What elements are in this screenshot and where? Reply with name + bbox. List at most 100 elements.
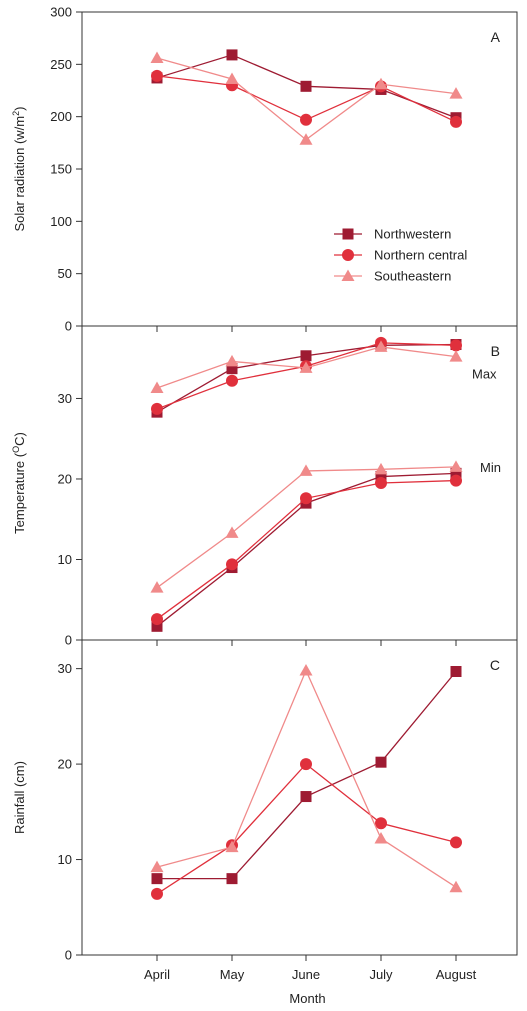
- series-line: [156, 57, 457, 141]
- series-northern-central: [151, 758, 462, 900]
- legend-marker: [341, 269, 355, 281]
- y-tick-label: 250: [50, 57, 72, 72]
- series-northern-central: [151, 69, 462, 128]
- data-point: [449, 350, 463, 362]
- y-axis-title: Solar radiation (w/m2): [11, 107, 27, 232]
- panel-label: A: [491, 29, 501, 45]
- data-point: [226, 374, 238, 387]
- y-tick-label: 150: [50, 162, 72, 177]
- data-point: [299, 464, 313, 476]
- y-tick-label: 30: [58, 391, 72, 406]
- x-tick-label: May: [220, 967, 245, 982]
- series-line: [156, 466, 457, 589]
- data-point: [450, 666, 462, 677]
- data-point: [151, 69, 163, 82]
- data-point: [450, 115, 462, 128]
- legend-label: Northwestern: [374, 227, 451, 242]
- x-axis-title: Month: [289, 991, 325, 1006]
- series-southeastern: [150, 664, 463, 893]
- panel-a: 0 50 100 150 200 250 300 Solar radiation (w/m2)…: [11, 5, 518, 334]
- data-point: [151, 402, 163, 415]
- legend-label: Southeastern: [374, 269, 451, 284]
- series-line: [157, 671, 457, 880]
- series-line: [156, 668, 457, 888]
- y-axis-title: Rainfall (cm): [12, 761, 27, 834]
- data-point: [374, 832, 388, 844]
- annotation-min: Min: [480, 460, 501, 475]
- series-southeastern-min: [150, 460, 463, 593]
- y-tick-label: 0: [65, 633, 72, 648]
- plot-frame: [81, 639, 518, 956]
- y-tick-label: 10: [58, 552, 72, 567]
- data-point: [450, 474, 462, 487]
- data-point: [374, 77, 388, 90]
- legend-label: Northern central: [374, 248, 467, 263]
- panel-b: 0 10 20 30 Temperature (OC) B Max Min: [11, 325, 518, 648]
- data-point: [151, 620, 163, 632]
- data-point: [151, 887, 163, 900]
- data-point: [226, 558, 238, 571]
- y-tick-label: 0: [65, 319, 72, 334]
- x-tick-label: June: [292, 967, 320, 982]
- data-point: [375, 477, 387, 489]
- data-point: [449, 87, 463, 99]
- data-point: [150, 51, 164, 64]
- series-northwestern: [151, 666, 462, 885]
- data-point: [150, 381, 164, 393]
- annotation-max: Max: [472, 367, 497, 382]
- data-point: [300, 791, 312, 803]
- data-point: [450, 339, 462, 352]
- y-tick-label: 0: [65, 948, 72, 963]
- data-point: [300, 758, 312, 771]
- data-point: [450, 836, 462, 849]
- data-point: [299, 133, 313, 145]
- data-point: [375, 756, 387, 768]
- data-point: [300, 492, 312, 505]
- data-point: [300, 350, 312, 362]
- panel-label: B: [491, 343, 500, 359]
- series-northern-central-min: [151, 474, 462, 626]
- legend-marker: [342, 249, 354, 261]
- y-tick-label: 10: [58, 852, 72, 867]
- data-point: [374, 340, 388, 352]
- data-point: [226, 873, 238, 885]
- data-point: [225, 354, 239, 367]
- x-tick-label: April: [144, 967, 170, 982]
- y-tick-label: 50: [58, 266, 72, 281]
- data-point: [225, 526, 239, 538]
- y-tick-label: 200: [50, 109, 72, 124]
- data-point: [226, 49, 238, 61]
- y-tick-label: 20: [58, 757, 72, 772]
- data-point: [299, 361, 313, 373]
- data-point: [375, 471, 387, 483]
- series-line: [156, 763, 457, 895]
- data-point: [375, 817, 387, 830]
- data-point: [151, 873, 163, 885]
- legend: Northwestern Northern central Southeastern: [334, 227, 467, 284]
- panel-c: 0 10 20 30 Rainfall (cm) C April May June July Aug…: [12, 639, 518, 1006]
- data-point: [150, 860, 164, 873]
- data-point: [151, 613, 163, 626]
- data-point: [449, 880, 463, 893]
- x-tick-label: August: [436, 967, 477, 982]
- series-southeastern-max: [150, 340, 463, 393]
- data-point: [150, 581, 164, 593]
- series-southeastern: [150, 51, 463, 145]
- y-tick-label: 300: [50, 5, 72, 20]
- y-tick-label: 30: [58, 661, 72, 676]
- y-tick-label: 20: [58, 471, 72, 486]
- y-axis-title: Temperature (OC): [11, 432, 27, 534]
- legend-marker: [342, 228, 354, 240]
- series-northern-central-max: [151, 336, 462, 415]
- panel-label: C: [490, 657, 500, 673]
- y-tick-label: 100: [50, 214, 72, 229]
- series-northwestern: [151, 49, 462, 124]
- data-point: [450, 467, 462, 479]
- data-point: [374, 462, 388, 475]
- data-point: [226, 363, 238, 375]
- plot-frame: [81, 11, 518, 327]
- data-point: [299, 664, 313, 676]
- data-point: [449, 460, 463, 472]
- data-point: [300, 113, 312, 126]
